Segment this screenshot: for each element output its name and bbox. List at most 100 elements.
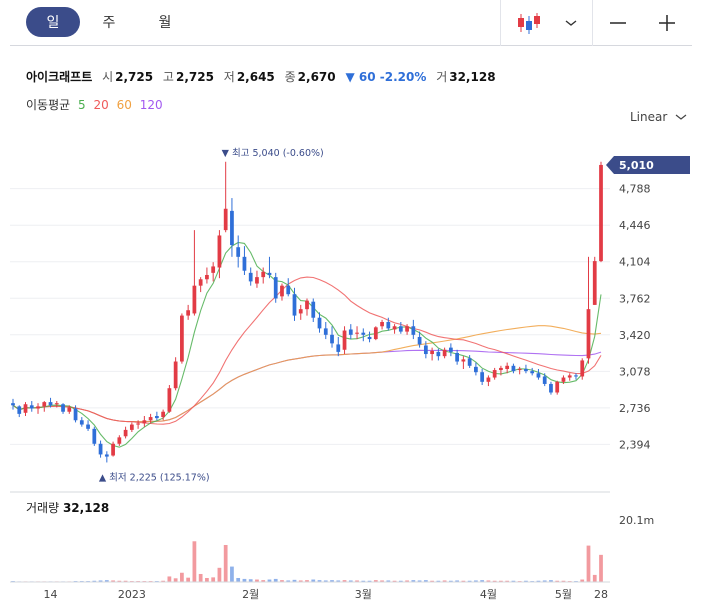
volume-bar [111, 580, 115, 582]
volume-bar [486, 580, 491, 582]
candle-body [574, 375, 578, 377]
candle-body [467, 358, 472, 366]
candle-body [267, 272, 272, 275]
candle-body [248, 272, 253, 282]
ma-120[interactable]: 120 [139, 98, 163, 112]
volume-bar [524, 580, 528, 582]
candle-body [205, 274, 209, 280]
volume-bar [161, 580, 166, 582]
candle-body [261, 271, 266, 278]
volume-panel-title: 거래량 32,128 [26, 499, 109, 516]
candle-body [29, 405, 34, 409]
volume-bar [230, 566, 234, 582]
ma120-line [12, 349, 602, 423]
candle-body [549, 383, 553, 393]
candle-body [48, 402, 53, 406]
volume-bar [211, 577, 216, 582]
candle-body [592, 261, 597, 305]
stock-name: 아이크래프트 [26, 70, 93, 84]
volume-bar [499, 580, 503, 582]
volume-bar [474, 580, 478, 582]
candle-body [217, 235, 222, 268]
volume-bar [267, 579, 272, 582]
chart-type-selector[interactable] [500, 0, 592, 46]
scale-label: Linear [630, 110, 668, 124]
ma-60[interactable]: 60 [116, 98, 132, 112]
volume-bar [217, 567, 222, 582]
y-tick-label: 2,736 [619, 402, 651, 415]
high-annotation: ▼ 최고 5,040 (-0.60%) [222, 148, 324, 159]
candle-body [542, 376, 547, 384]
chevron-down-icon [675, 114, 687, 120]
candle-body [23, 404, 28, 413]
price-chart[interactable]: 4,788 4,446 4,104 3,762 3,420 3,078 2,736 2,394… [0, 120, 703, 613]
volume-bar [248, 579, 253, 582]
tab-monthly[interactable]: 월 [158, 15, 172, 31]
x-tick-label: 5월 [555, 588, 572, 601]
candle-body [167, 388, 172, 412]
candle-body [298, 309, 303, 314]
candle-body [411, 326, 416, 335]
period-toolbar: 일 주 월 [10, 0, 692, 46]
ma-20[interactable]: 20 [93, 98, 109, 112]
candle-body [104, 454, 109, 457]
candle-body [161, 411, 166, 418]
scale-selector[interactable]: Linear [630, 110, 687, 124]
candle-body [136, 423, 140, 425]
candle-body [230, 210, 234, 246]
candle-body [73, 408, 78, 421]
candle-body [67, 407, 72, 412]
volume-bar [280, 580, 284, 582]
volume-bar [305, 580, 309, 582]
tab-weekly[interactable]: 주 [102, 15, 116, 31]
volume-bar [392, 580, 397, 582]
high-value: 2,725 [175, 70, 214, 84]
candle-body [423, 345, 428, 355]
ma-5[interactable]: 5 [78, 98, 86, 112]
candle-body [436, 351, 441, 357]
tab-daily[interactable]: 일 [26, 7, 80, 37]
volume-bar [405, 580, 409, 582]
close-value: 2,670 [297, 70, 336, 84]
ma60-line [12, 325, 602, 423]
candle-body [180, 315, 184, 362]
volume-bar [536, 580, 541, 582]
volume-bar [236, 577, 241, 582]
y-tick-label: 2,394 [619, 438, 651, 451]
volume-bar [255, 579, 259, 582]
volume-bar [286, 580, 291, 582]
volume-bar [467, 580, 472, 582]
candle-body [42, 402, 47, 407]
volume-value: 32,128 [449, 70, 496, 84]
volume-axis-label: 20.1m [619, 514, 654, 527]
ma20-line [12, 276, 602, 425]
volume-bar [261, 580, 266, 582]
candle-body [36, 406, 40, 409]
volume-panel-value: 32,128 [62, 501, 110, 515]
candle-body [448, 347, 453, 352]
candle-body [486, 377, 491, 382]
candle-body [398, 326, 403, 332]
volume-bar [123, 580, 128, 582]
volume-bar [173, 578, 178, 582]
volume-bar [298, 580, 303, 582]
volume-bar [361, 580, 366, 582]
candle-body [480, 372, 485, 382]
candle-body [599, 164, 603, 262]
candle-body [367, 336, 372, 340]
zoom-out-button[interactable] [592, 0, 642, 46]
open-label: 시 [102, 70, 114, 84]
x-tick-label: 28 [594, 588, 608, 601]
volume-bar [599, 554, 603, 582]
candle-body [580, 360, 585, 377]
candle-body [86, 424, 90, 429]
volume-bar [423, 580, 428, 582]
candle-body [330, 334, 334, 344]
y-tick-label: 3,420 [619, 329, 651, 342]
candle-body [455, 352, 460, 362]
chevron-down-icon [565, 20, 576, 26]
candle-body [505, 365, 510, 369]
candle-body [117, 437, 122, 444]
stock-summary: 아이크래프트 시 2,725 고 2,725 저 2,645 종 2,670 ▼ 60 … [26, 68, 502, 85]
zoom-in-button[interactable] [642, 0, 692, 46]
